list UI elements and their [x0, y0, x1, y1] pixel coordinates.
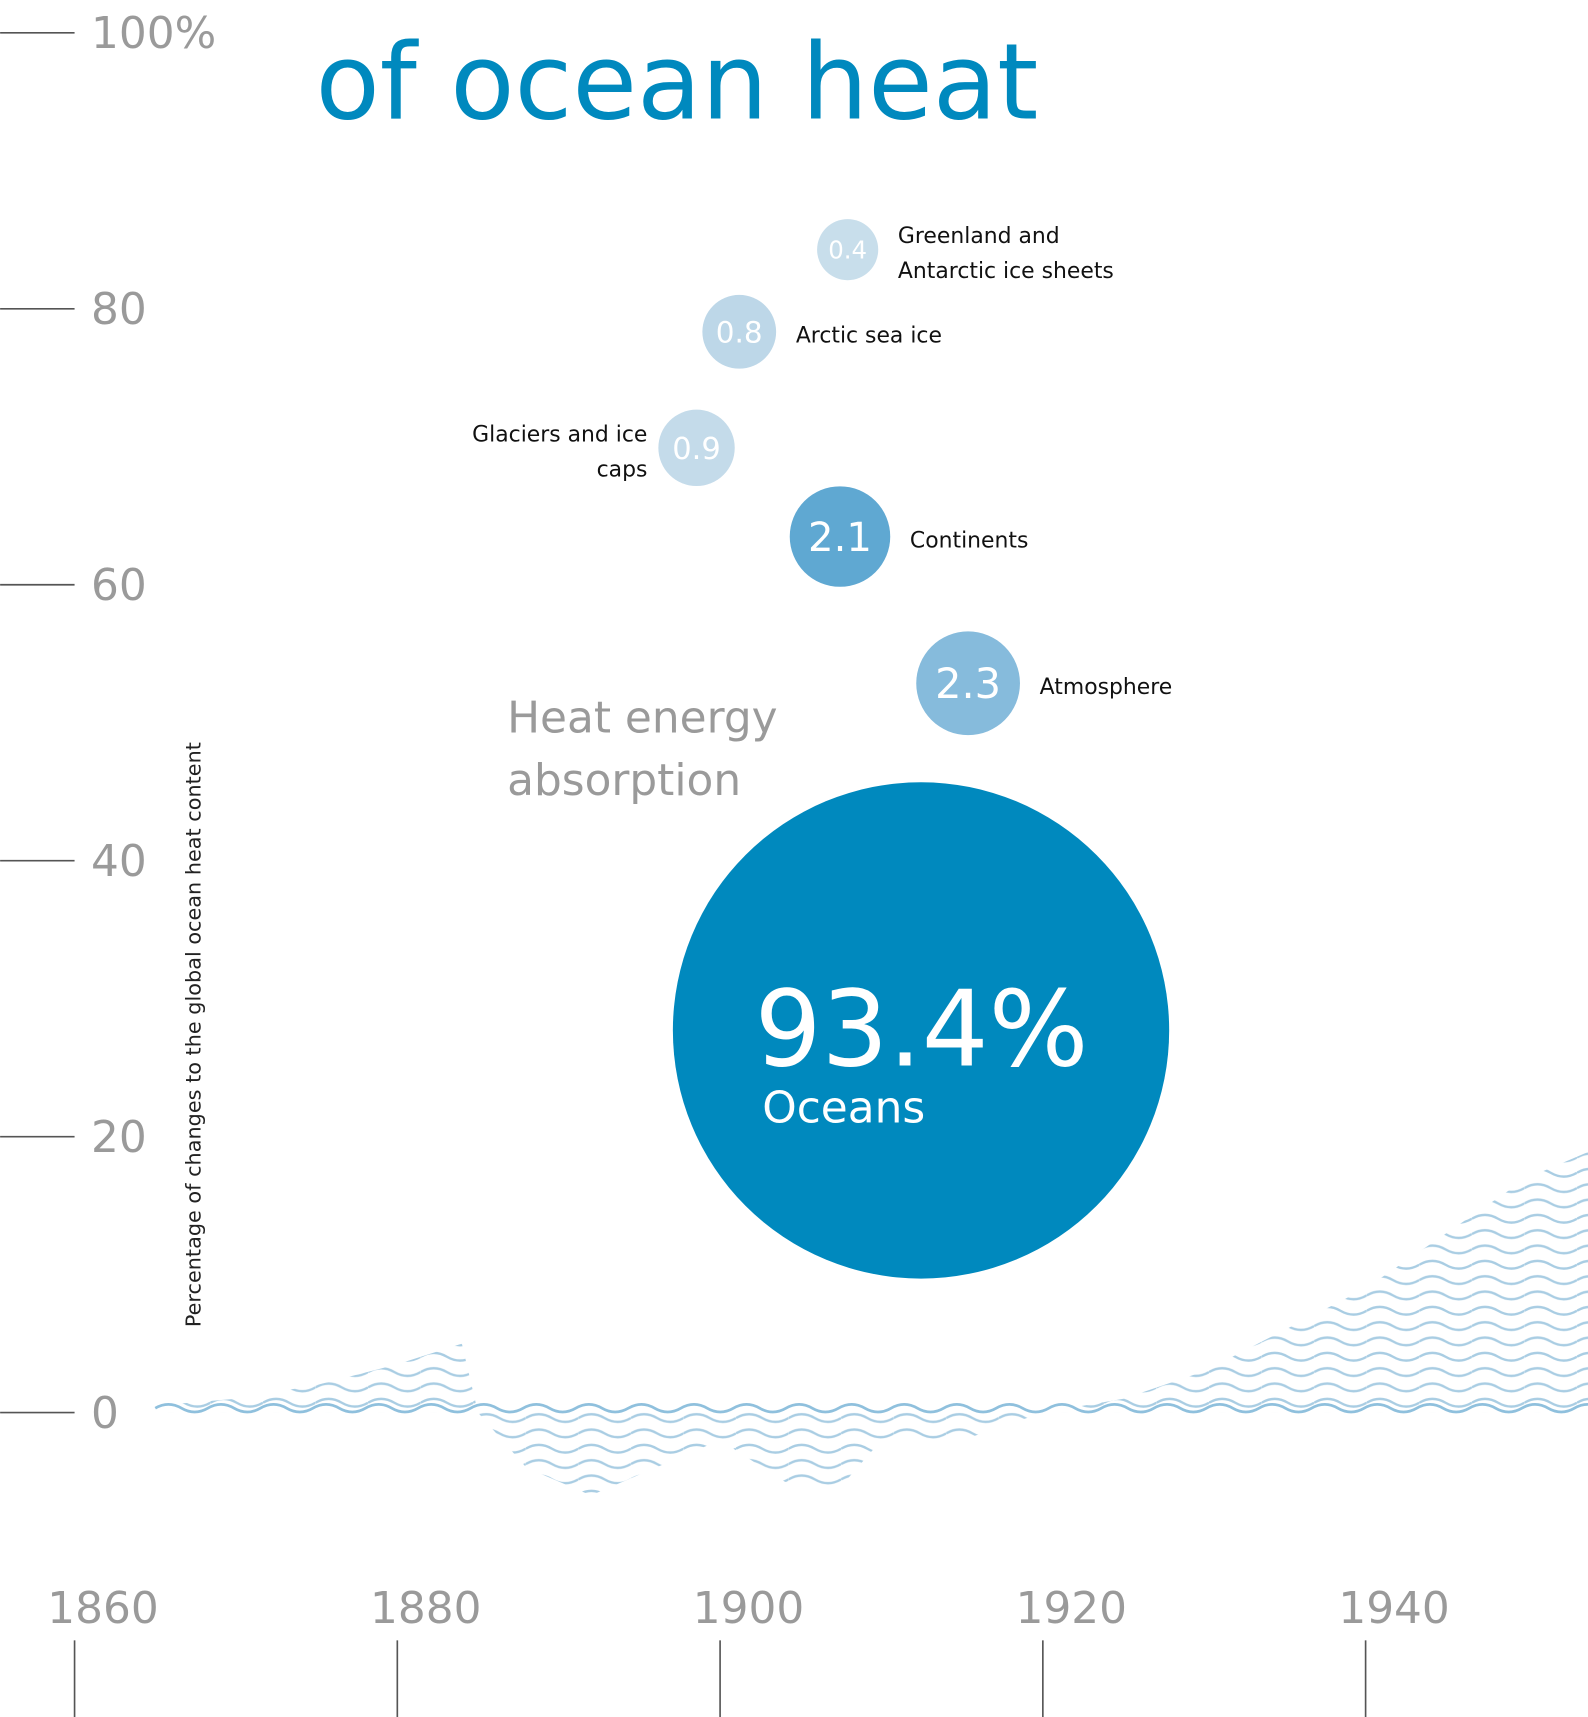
bubble [658, 409, 735, 487]
bubble [789, 486, 891, 587]
bubble [916, 631, 1020, 736]
bubble-name-box: Glaciers and ice caps [472, 420, 648, 482]
y-tick-label: 40 [91, 836, 147, 887]
bubble-name-box: Atmosphere [1039, 673, 1173, 700]
x-tick-label: 1940 [1338, 1583, 1449, 1634]
bubble-value-label: 0.9 [672, 432, 721, 467]
bubble-value-label: 93.4% [755, 967, 1089, 1090]
x-tick-label: 1880 [370, 1583, 481, 1634]
bubble-value-label: 2.3 [935, 659, 1001, 708]
x-tick-label: 1920 [1016, 1583, 1127, 1634]
y-tick-label: 0 [91, 1388, 119, 1439]
chart-title: The anomalies of ocean heat [315, 0, 1084, 144]
bubble [817, 219, 879, 281]
annotation-box: Heat energy absorption [507, 693, 778, 806]
bubble [672, 782, 1170, 1279]
bubble-value-label: 0.8 [716, 315, 763, 349]
bubble-value-label: 2.1 [808, 515, 872, 561]
zero-wave [154, 1403, 1588, 1414]
bubble-name-box: Arctic sea ice [795, 321, 942, 349]
bubble-name: Continents [909, 526, 1029, 553]
title-box: The anomalies of ocean heat [315, 0, 1084, 144]
bubble-name: Atmosphere [1039, 673, 1173, 700]
bubble-name-box: Continents [909, 526, 1029, 553]
bubble-name: Oceans [762, 1082, 925, 1133]
bubble-name: Glaciers and ice caps [472, 420, 648, 482]
bubble-name-box: Greenland and Antarctic ice sheets [897, 222, 1114, 284]
y-tick-label: 80 [91, 284, 147, 335]
bubble [702, 294, 777, 369]
y-tick-label: 60 [91, 560, 147, 611]
bubble-name: Greenland and Antarctic ice sheets [897, 222, 1114, 284]
y-axis-label: Percentage of changes to the global ocea… [181, 742, 205, 1327]
bubble-value-label: 0.4 [828, 235, 867, 264]
annotation: Heat energy absorption [507, 693, 778, 806]
y-tick-label: 20 [91, 1112, 147, 1163]
y-tick-label: 100% [91, 8, 216, 59]
x-tick-label: 1860 [47, 1583, 158, 1634]
x-tick-label: 1900 [693, 1583, 804, 1634]
bubble-name: Arctic sea ice [795, 321, 942, 349]
anomaly-area [155, 1151, 1588, 1496]
